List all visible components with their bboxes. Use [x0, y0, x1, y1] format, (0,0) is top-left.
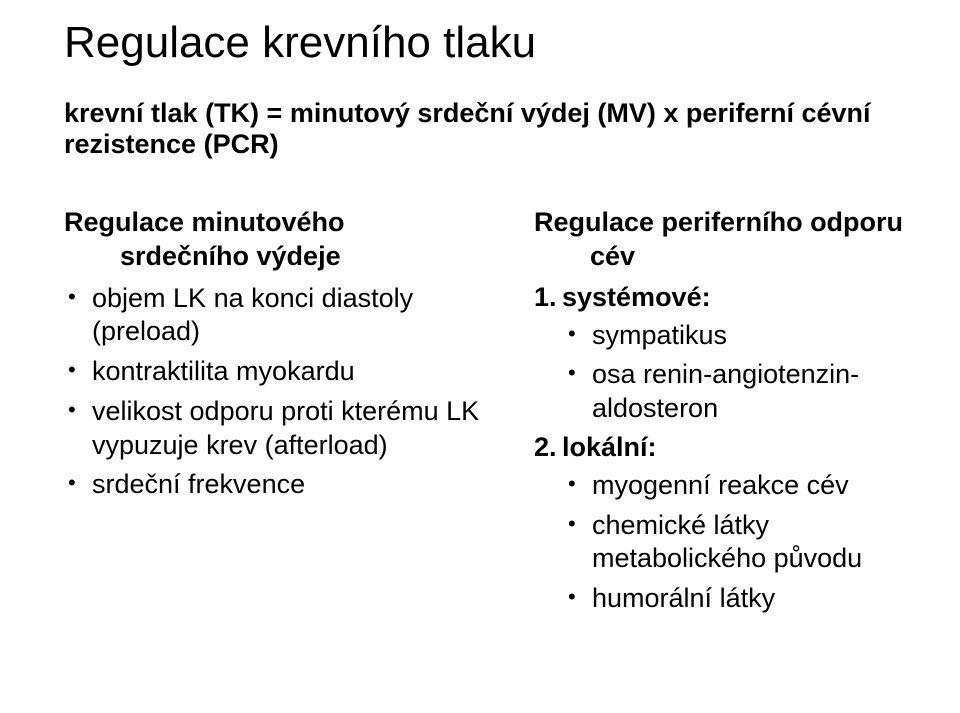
list-item: myogenní reakce cév [534, 469, 920, 503]
right-heading: Regulace periferního odporu cév [534, 206, 920, 274]
list-item: objem LK na konci diastoly (preload) [64, 282, 504, 350]
left-column: Regulace minutového srdečního výdeje obj… [64, 206, 504, 622]
list-item: chemické látky metabolického původu [534, 509, 920, 577]
list-item: kontraktilita myokardu [64, 355, 504, 389]
list-item-text: osa renin-angiotenzin-aldosteron [592, 359, 859, 423]
slide: Regulace krevního tlaku krevní tlak (TK)… [0, 0, 960, 713]
section2-label: lokální: [562, 432, 657, 462]
section1-heading: 1.systémové: [534, 282, 920, 313]
list-item: sympatikus [534, 319, 920, 353]
right-heading-line1: Regulace periferního odporu [534, 207, 903, 237]
left-heading: Regulace minutového srdečního výdeje [64, 206, 504, 274]
section1-label: systémové: [562, 282, 711, 312]
slide-title: Regulace krevního tlaku [64, 18, 920, 68]
right-heading-line2: cév [534, 240, 920, 274]
section2-number: 2. [534, 432, 562, 463]
right-column: Regulace periferního odporu cév 1.systém… [534, 206, 920, 622]
section1-list: sympatikus osa renin-angiotenzin-aldoste… [534, 319, 920, 426]
section2-heading: 2.lokální: [534, 432, 920, 463]
left-heading-line1: Regulace minutového [64, 207, 345, 237]
section1-number: 1. [534, 282, 562, 313]
left-heading-line2: srdečního výdeje [64, 240, 504, 274]
list-item: osa renin-angiotenzin-aldosteron [534, 358, 920, 426]
formula-text: krevní tlak (TK) = minutový srdeční výde… [64, 98, 920, 160]
list-item: velikost odporu proti kterému LK vypuzuj… [64, 395, 504, 463]
columns: Regulace minutového srdečního výdeje obj… [64, 206, 920, 622]
list-item: humorální látky [534, 582, 920, 616]
left-list: objem LK na konci diastoly (preload) kon… [64, 282, 504, 503]
section2-list: myogenní reakce cév chemické látky metab… [534, 469, 920, 616]
list-item: srdeční frekvence [64, 468, 504, 502]
